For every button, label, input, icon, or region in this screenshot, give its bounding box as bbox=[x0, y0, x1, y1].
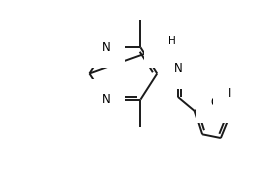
Text: N: N bbox=[102, 93, 111, 106]
Text: N: N bbox=[158, 41, 167, 54]
Text: N: N bbox=[102, 41, 111, 54]
Text: O: O bbox=[211, 96, 220, 109]
Text: H: H bbox=[168, 36, 176, 46]
Text: N: N bbox=[173, 62, 182, 75]
Text: I: I bbox=[228, 87, 231, 100]
